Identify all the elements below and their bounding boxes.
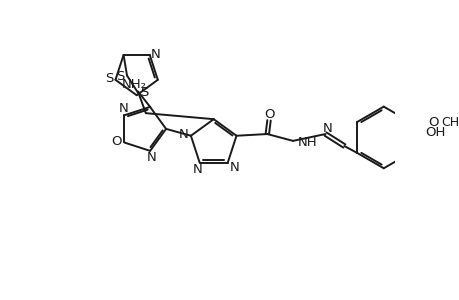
Text: N: N: [151, 48, 160, 61]
Text: S: S: [116, 70, 124, 83]
Text: O: O: [111, 135, 122, 148]
Text: NH: NH: [297, 136, 317, 149]
Text: OH: OH: [424, 126, 444, 139]
Text: S: S: [105, 73, 113, 85]
Text: NH₂: NH₂: [122, 78, 147, 91]
Text: N: N: [179, 128, 189, 141]
Text: N: N: [146, 151, 157, 164]
Text: N: N: [193, 163, 202, 176]
Text: N: N: [118, 102, 128, 115]
Text: O: O: [427, 116, 438, 128]
Text: S: S: [140, 86, 148, 99]
Text: N: N: [230, 161, 239, 174]
Text: CH₃: CH₃: [440, 116, 459, 128]
Text: O: O: [264, 108, 274, 121]
Text: N: N: [322, 122, 331, 134]
